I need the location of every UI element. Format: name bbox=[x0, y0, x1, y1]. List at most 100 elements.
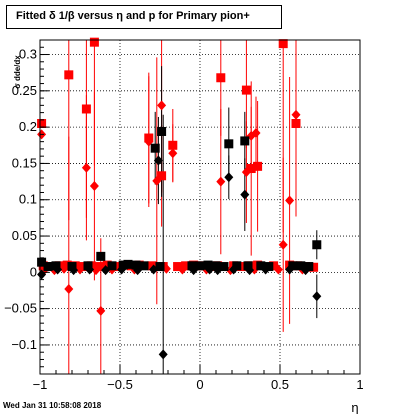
data-point-square bbox=[37, 257, 47, 267]
data-point-square bbox=[123, 259, 133, 269]
data-point-square bbox=[102, 260, 112, 270]
data-point-diamond bbox=[168, 148, 178, 159]
data-point-square bbox=[51, 261, 61, 271]
data-point-diamond bbox=[85, 264, 95, 275]
data-point-square bbox=[157, 126, 167, 136]
data-point-diamond bbox=[224, 172, 234, 183]
data-point-square bbox=[131, 260, 141, 270]
data-point-diamond bbox=[285, 264, 295, 275]
data-point-diamond bbox=[75, 264, 85, 275]
data-point-square bbox=[291, 119, 301, 128]
data-point-square bbox=[195, 261, 205, 271]
data-point-square bbox=[253, 161, 263, 171]
data-point-diamond bbox=[149, 264, 159, 275]
x-tick-label: 1 bbox=[356, 377, 363, 392]
data-point-square bbox=[89, 37, 99, 47]
data-point-square bbox=[216, 73, 226, 83]
data-point-diamond bbox=[53, 264, 63, 275]
data-point-square bbox=[96, 251, 106, 261]
data-point-square bbox=[78, 262, 88, 272]
x-tick-label: −1 bbox=[33, 377, 48, 392]
data-point-square bbox=[94, 262, 104, 272]
y-tick-label: 0.1 bbox=[19, 192, 37, 207]
data-point-diamond bbox=[312, 291, 322, 302]
data-point-square bbox=[157, 171, 167, 181]
data-point-diamond bbox=[64, 284, 74, 295]
data-point-diamond bbox=[69, 265, 79, 276]
data-point-diamond bbox=[152, 175, 162, 186]
data-point-diamond bbox=[245, 265, 255, 276]
data-point-square bbox=[81, 104, 91, 114]
data-point-diamond bbox=[285, 195, 295, 206]
data-point-diamond bbox=[157, 100, 167, 111]
data-point-diamond bbox=[213, 265, 223, 276]
data-point-square bbox=[62, 260, 72, 270]
data-point-square bbox=[37, 119, 47, 128]
data-point-square bbox=[118, 260, 128, 270]
data-point-diamond bbox=[189, 265, 199, 276]
data-point-square bbox=[309, 262, 319, 272]
data-point-diamond bbox=[81, 162, 91, 173]
data-markers bbox=[37, 37, 322, 360]
y-tick-label: 0.05 bbox=[12, 228, 37, 243]
data-point-square bbox=[264, 262, 274, 272]
data-point-square bbox=[304, 262, 314, 272]
data-point-square bbox=[241, 85, 251, 95]
data-point-square bbox=[155, 262, 165, 272]
data-point-square bbox=[43, 262, 53, 272]
x-tick-label: −0.5 bbox=[107, 377, 133, 392]
data-point-square bbox=[181, 261, 191, 271]
data-point-diamond bbox=[59, 263, 69, 274]
data-point-square bbox=[232, 261, 242, 271]
y-tick-label: −0.1 bbox=[11, 337, 37, 352]
tick-labels: −1 −0.5 0 0.5 1 −0.1 −0.05 0 0.05 0.1 0.15 0.2 0.25 0… bbox=[4, 47, 364, 392]
data-point-square bbox=[240, 136, 250, 146]
data-point-square bbox=[237, 262, 247, 272]
data-point-square bbox=[243, 261, 253, 271]
data-point-diamond bbox=[301, 265, 311, 276]
data-point-square bbox=[246, 164, 256, 174]
data-point-diamond bbox=[158, 349, 168, 360]
data-point-square bbox=[211, 261, 221, 271]
data-point-square bbox=[288, 261, 298, 271]
data-point-square bbox=[64, 70, 74, 80]
data-point-diamond bbox=[205, 264, 215, 275]
data-point-diamond bbox=[153, 155, 163, 166]
y-tick-label: 0 bbox=[30, 264, 37, 279]
data-point-square bbox=[256, 261, 266, 271]
data-point-diamond bbox=[89, 180, 99, 191]
timestamp-footer: Wed Jan 31 10:58:08 2018 bbox=[3, 401, 102, 410]
plot-frame bbox=[39, 39, 361, 375]
error-bars bbox=[68, 40, 318, 374]
data-point-diamond bbox=[177, 264, 187, 275]
data-point-square bbox=[203, 260, 213, 270]
data-point-diamond bbox=[229, 264, 239, 275]
data-point-square bbox=[147, 261, 157, 271]
data-point-diamond bbox=[273, 264, 283, 275]
chart-grid bbox=[39, 40, 361, 374]
data-point-diamond bbox=[101, 265, 111, 276]
y-tick-label: 0.25 bbox=[12, 83, 37, 98]
x-tick-label: 0 bbox=[196, 377, 203, 392]
data-point-diamond bbox=[91, 265, 101, 276]
data-point-diamond bbox=[117, 264, 127, 275]
data-point-square bbox=[107, 261, 117, 271]
data-point-diamond bbox=[291, 109, 301, 120]
y-axis-label: σ dde/dx bbox=[13, 55, 22, 89]
data-point-square bbox=[269, 261, 279, 271]
data-point-square bbox=[224, 139, 234, 149]
data-point-square bbox=[312, 240, 322, 250]
data-point-square bbox=[139, 261, 149, 271]
x-tick-label: 0.5 bbox=[271, 377, 289, 392]
data-point-square bbox=[168, 140, 178, 150]
data-point-diamond bbox=[241, 167, 251, 178]
data-point-square bbox=[278, 39, 288, 49]
data-point-diamond bbox=[216, 176, 226, 187]
y-tick-label: 0.3 bbox=[19, 47, 37, 62]
data-point-square bbox=[296, 261, 306, 271]
data-point-square bbox=[150, 143, 160, 153]
y-tick-label: 0.2 bbox=[19, 119, 37, 134]
data-point-square bbox=[83, 261, 93, 271]
data-point-diamond bbox=[251, 127, 261, 138]
